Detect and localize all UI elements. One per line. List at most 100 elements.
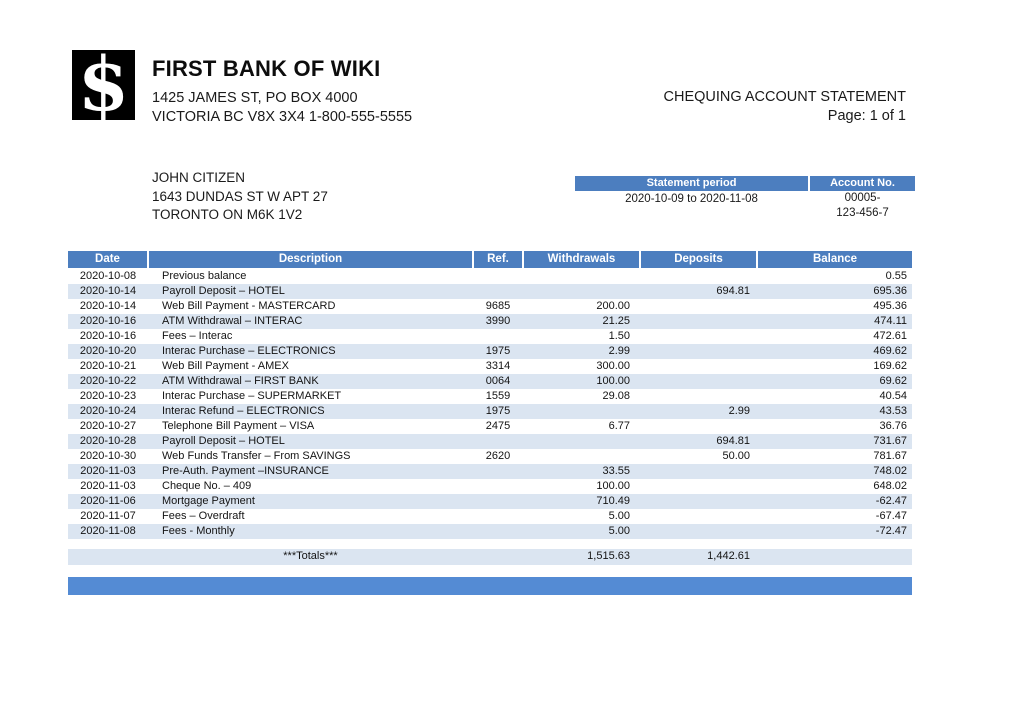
dollar-sign-icon: $ xyxy=(77,50,130,120)
cell-withdrawals xyxy=(523,433,640,449)
table-row: 2020-11-07 Fees – Overdraft 5.00 -67.47 xyxy=(68,509,912,524)
cell-ref: 0064 xyxy=(473,373,523,389)
cell-description: Previous balance xyxy=(162,269,247,282)
customer-address-block: JOHN CITIZEN 1643 DUNDAS ST W APT 27 TOR… xyxy=(152,169,328,225)
cell-ref: 2620 xyxy=(485,449,511,462)
table-row: 2020-11-03 Pre-Auth. Payment –INSURANCE 33… xyxy=(68,463,912,479)
table-header-row: Date Description Ref. Withdrawals Deposi… xyxy=(68,251,912,269)
cell-withdrawals: 200.00 xyxy=(596,299,630,312)
cell-date: 2020-10-24 xyxy=(68,403,148,419)
cell-deposits xyxy=(640,313,757,329)
cell-date: 2020-11-03 xyxy=(68,463,148,479)
cell-balance: -67.47 xyxy=(875,509,907,522)
cell-date: 2020-10-28 xyxy=(68,433,148,449)
col-header-withdrawals: Withdrawals xyxy=(523,251,641,269)
cell-date: 2020-11-03 xyxy=(80,479,136,492)
cell-description: Telephone Bill Payment – VISA xyxy=(162,419,315,432)
statement-period-header: Statement period xyxy=(575,176,808,191)
cell-description: Fees - Monthly xyxy=(148,523,473,539)
cell-description: Interac Purchase – SUPERMARKET xyxy=(162,389,342,402)
cell-deposits xyxy=(640,299,757,314)
page-number: Page: 1 of 1 xyxy=(827,108,906,124)
cell-ref: 1975 xyxy=(473,403,523,419)
cell-withdrawals xyxy=(523,449,640,464)
customer-address-line1: 1643 DUNDAS ST W APT 27 xyxy=(152,188,328,204)
account-number-header: Account No. xyxy=(810,176,915,191)
customer-address-line2: TORONTO ON M6K 1V2 xyxy=(152,207,303,222)
cell-date: 2020-10-16 xyxy=(68,313,148,329)
cell-date: 2020-11-08 xyxy=(68,523,148,539)
cell-date: 2020-10-21 xyxy=(79,359,137,372)
statement-period-value: 2020-10-09 to 2020-11-08 xyxy=(625,193,758,205)
cell-balance: 472.61 xyxy=(873,329,907,342)
cell-deposits xyxy=(640,373,757,389)
cell-withdrawals: 100.00 xyxy=(596,479,630,492)
cell-withdrawals: 710.49 xyxy=(523,493,640,509)
cell-withdrawals: 100.00 xyxy=(523,373,640,389)
totals-deposits: 1,442.61 xyxy=(640,548,757,565)
cell-deposits: 2.99 xyxy=(640,403,757,419)
cell-withdrawals: 33.55 xyxy=(523,463,640,479)
table-row: 2020-10-14 Payroll Deposit – HOTEL 694.81 6… xyxy=(68,283,912,299)
transactions-table: Date Description Ref. Withdrawals Deposi… xyxy=(68,251,912,565)
cell-ref: 2475 xyxy=(485,419,511,432)
cell-balance: 69.62 xyxy=(757,373,912,389)
cell-withdrawals: 5.00 xyxy=(523,523,640,539)
footer-bar xyxy=(68,577,912,595)
cell-description: Payroll Deposit – HOTEL xyxy=(148,433,473,449)
cell-description: ATM Withdrawal – FIRST BANK xyxy=(148,373,473,389)
cell-deposits: 694.81 xyxy=(640,283,757,299)
statement-header-block: CHEQUING ACCOUNT STATEMENT Page: 1 of 1 xyxy=(664,88,907,126)
cell-date: 2020-11-06 xyxy=(68,493,148,509)
table-row: 2020-10-23 Interac Purchase – SUPERMARKET… xyxy=(68,389,912,404)
cell-date: 2020-10-16 xyxy=(79,329,137,342)
totals-empty-date xyxy=(68,548,148,565)
cell-date: 2020-10-22 xyxy=(68,373,148,389)
cell-deposits xyxy=(640,463,757,479)
cell-balance: 495.36 xyxy=(873,299,907,312)
table-row: 2020-10-16 ATM Withdrawal – INTERAC 3990 21… xyxy=(68,313,912,329)
table-row: 2020-10-14 Web Bill Payment - MASTERCARD 9… xyxy=(68,299,912,314)
statement-period-box: Statement period Account No. 2020-10-09 … xyxy=(575,176,915,221)
cell-ref xyxy=(473,509,523,524)
table-row: 2020-10-28 Payroll Deposit – HOTEL 694.81 7… xyxy=(68,433,912,449)
cell-ref: 1975 xyxy=(473,343,523,359)
cell-balance: 169.62 xyxy=(873,359,907,372)
table-row: 2020-10-27 Telephone Bill Payment – VISA 2… xyxy=(68,419,912,434)
account-number-line2: 123-456-7 xyxy=(836,207,889,219)
cell-withdrawals: 2.99 xyxy=(523,343,640,359)
cell-deposits xyxy=(640,359,757,374)
cell-description: Web Bill Payment - AMEX xyxy=(162,359,289,372)
cell-balance: 731.67 xyxy=(757,433,912,449)
cell-description: ATM Withdrawal – INTERAC xyxy=(148,313,473,329)
cell-description: Fees – Overdraft xyxy=(162,509,245,522)
cell-withdrawals xyxy=(523,268,640,284)
cell-ref: 3314 xyxy=(485,359,511,372)
cell-description: Cheque No. – 409 xyxy=(162,479,252,492)
cell-deposits xyxy=(640,419,757,434)
statement-type: CHEQUING ACCOUNT STATEMENT xyxy=(663,89,907,105)
cell-withdrawals: 6.77 xyxy=(608,419,630,432)
cell-deposits: 50.00 xyxy=(722,449,750,462)
cell-ref: 9685 xyxy=(485,299,511,312)
table-row: 2020-11-03 Cheque No. – 409 100.00 648.02 xyxy=(68,479,912,494)
table-row: 2020-11-06 Mortgage Payment 710.49 -62.47 xyxy=(68,493,912,509)
cell-balance: 748.02 xyxy=(757,463,912,479)
cell-date: 2020-10-08 xyxy=(79,269,137,282)
cell-ref xyxy=(473,463,523,479)
cell-withdrawals xyxy=(523,403,640,419)
cell-balance: -62.47 xyxy=(757,493,912,509)
account-number-line1: 00005- xyxy=(844,192,881,204)
cell-withdrawals: 1.50 xyxy=(608,329,630,342)
table-row: 2020-10-08 Previous balance 0.55 xyxy=(68,268,912,284)
cell-date: 2020-10-14 xyxy=(79,299,137,312)
totals-withdrawals: 1,515.63 xyxy=(523,548,640,565)
table-row: 2020-10-30 Web Funds Transfer – From SAVI… xyxy=(68,449,912,464)
bank-address-line2: VICTORIA BC V8X 3X4 1-800-555-5555 xyxy=(152,109,413,125)
cell-withdrawals: 5.00 xyxy=(608,509,630,522)
totals-row: ***Totals*** 1,515.63 1,442.61 xyxy=(68,548,912,565)
cell-date: 2020-10-14 xyxy=(68,283,148,299)
account-number-value: 00005- 123-456-7 xyxy=(810,191,915,221)
bank-address-line1: 1425 JAMES ST, PO BOX 4000 xyxy=(152,90,358,106)
cell-balance: 781.67 xyxy=(873,449,907,462)
